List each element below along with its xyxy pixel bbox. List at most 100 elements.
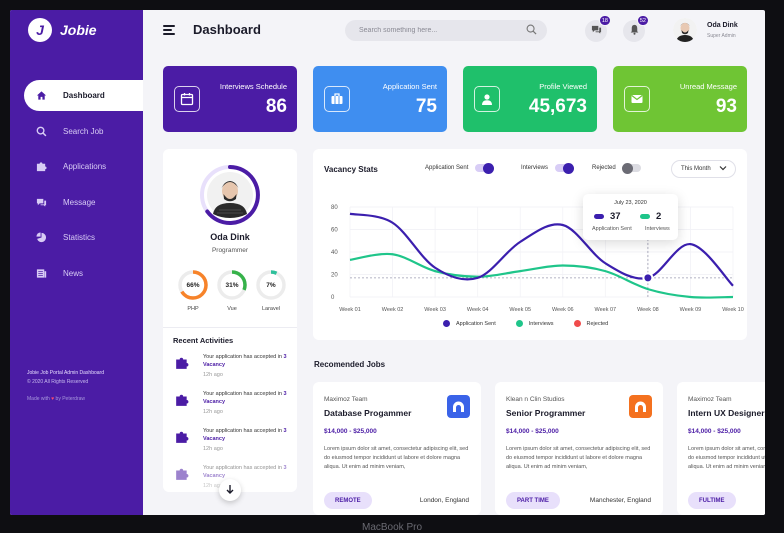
- legend-item[interactable]: Rejected: [573, 320, 608, 327]
- chart-tooltip: July 23, 2020 37 2 Application Sent Inte…: [583, 194, 678, 240]
- puzzle-icon: [176, 468, 189, 480]
- company-logo-icon: [629, 395, 652, 418]
- tooltip-value-b: 2: [640, 211, 661, 222]
- footer-made-with: Made with ♥ by Peterdraw: [27, 396, 86, 402]
- sidebar-item-dashboard[interactable]: Dashboard: [24, 80, 143, 111]
- puzzle-icon: [176, 431, 189, 443]
- avatar: [673, 18, 697, 42]
- job-description: Lorem ipsum dolor sit amet, consectetur …: [688, 446, 765, 470]
- stat-card-unread-message[interactable]: Unread Message 93: [613, 66, 747, 132]
- legend-swatch: [573, 320, 581, 327]
- stat-card-profile-viewed[interactable]: Profile Viewed 45,673: [463, 66, 597, 132]
- job-company: Maximoz Team: [324, 396, 368, 403]
- profile-card: Oda Dink Programmer 66% PHP 31% Vue 7% L…: [163, 149, 297, 492]
- x-tick-label: Week 08: [637, 307, 659, 313]
- scroll-down-button[interactable]: [219, 479, 241, 501]
- toggle-switch[interactable]: [555, 162, 575, 174]
- job-title: Intern UX Designer: [688, 408, 765, 418]
- x-tick-label: Week 04: [467, 307, 489, 313]
- pie-chart-icon: [36, 232, 47, 243]
- x-tick-label: Week 05: [509, 307, 531, 313]
- tooltip-value-a: 37: [594, 211, 621, 222]
- legend-swatch: [594, 214, 604, 219]
- hamburger-menu-icon[interactable]: [163, 25, 175, 35]
- toggle-rejected[interactable]: Rejected: [592, 162, 641, 174]
- notifications-badge: 52: [636, 15, 649, 26]
- stat-label: Unread Message: [679, 82, 737, 91]
- page-title: Dashboard: [193, 22, 261, 37]
- job-type-tag[interactable]: PART TIME: [506, 492, 560, 509]
- range-select[interactable]: This Month: [671, 160, 736, 178]
- x-tick-label: Week 10: [722, 307, 744, 313]
- search-input[interactable]: [359, 27, 526, 34]
- skill-arc: [217, 270, 247, 300]
- x-tick-label: Week 09: [680, 307, 702, 313]
- job-salary: $14,000 - $25,000: [506, 428, 559, 435]
- sidebar-item-label: Search Job: [63, 126, 104, 136]
- toggle-switch[interactable]: [475, 162, 495, 174]
- top-header: Dashboard 18 52 Oda Dink Super Admin: [143, 10, 765, 65]
- legend-swatch: [443, 320, 450, 327]
- mail-icon: [624, 86, 650, 112]
- y-tick-label: 60: [331, 228, 338, 234]
- job-title: Database Progammer: [324, 408, 412, 418]
- chart-legend: Application Sent Interviews Rejected: [443, 320, 608, 327]
- stat-label: Interviews Schedule: [219, 82, 287, 91]
- skill-vue: 31% Vue: [216, 269, 248, 312]
- legend-item[interactable]: Interviews: [515, 320, 554, 327]
- y-tick-label: 0: [331, 295, 335, 301]
- search-icon: [36, 126, 47, 137]
- toggle-interviews[interactable]: Interviews: [521, 162, 575, 174]
- stat-label: Application Sent: [382, 82, 437, 91]
- toggle-application-sent[interactable]: Application Sent: [425, 162, 495, 174]
- user-menu[interactable]: Oda Dink Super Admin: [673, 18, 738, 42]
- search-icon[interactable]: [526, 22, 537, 40]
- activity-time: 12h ago: [203, 446, 223, 452]
- brand-name: Jobie: [60, 22, 97, 38]
- profile-name: Oda Dink: [210, 232, 250, 242]
- skill-rings: 66% PHP 31% Vue 7% Laravel: [177, 269, 287, 312]
- sidebar-item-message[interactable]: Message: [24, 187, 143, 218]
- sidebar-item-applications[interactable]: Applications: [24, 151, 143, 182]
- stat-card-applications[interactable]: Application Sent 75: [313, 66, 447, 132]
- toggle-label: Interviews: [521, 165, 549, 171]
- skill-name: PHP: [187, 306, 199, 312]
- sidebar-item-label: Message: [63, 197, 96, 207]
- skill-arc: [178, 270, 208, 300]
- job-card[interactable]: Maximoz Team Database Progammer $14,000 …: [313, 382, 481, 515]
- y-tick-label: 80: [331, 205, 338, 211]
- legend-item[interactable]: Application Sent: [443, 320, 496, 327]
- sidebar-footer: Jobie Job Portal Admin Dashboard © 2020 …: [27, 369, 104, 404]
- puzzle-icon: [176, 357, 189, 369]
- sidebar-nav: Dashboard Search Job Applications Messag…: [24, 80, 143, 293]
- brand[interactable]: J Jobie: [28, 18, 97, 42]
- legend-swatch: [515, 320, 523, 327]
- notifications-button[interactable]: 52: [623, 15, 649, 42]
- profile-role: Programmer: [211, 247, 249, 254]
- job-type-tag[interactable]: FULTIME: [688, 492, 736, 509]
- tooltip-label-b: Interviews: [645, 226, 670, 232]
- toggle-switch[interactable]: [621, 162, 641, 174]
- job-description: Lorem ipsum dolor sit amet, consectetur …: [506, 446, 651, 470]
- x-tick-label: Week 01: [339, 307, 361, 313]
- x-tick-label: Week 07: [595, 307, 617, 313]
- sidebar-item-label: Applications: [63, 162, 107, 171]
- messages-button[interactable]: 18: [585, 15, 611, 42]
- job-salary: $14,000 - $25,000: [688, 428, 741, 435]
- job-company: Klean n Clin Studios: [506, 396, 565, 403]
- briefcase-icon: [324, 86, 350, 112]
- job-type-tag[interactable]: REMOTE: [324, 492, 372, 509]
- chevron-down-icon: [719, 165, 727, 173]
- stat-value: 45,673: [528, 96, 587, 117]
- activity-time: 12h ago: [203, 483, 223, 489]
- job-location: London, England: [419, 497, 469, 504]
- activity-text: Your application has accepted in 3 Vacan…: [203, 428, 287, 442]
- job-card[interactable]: Klean n Clin Studios Senior Programmer $…: [495, 382, 663, 515]
- sidebar-item-search-job[interactable]: Search Job: [24, 116, 143, 147]
- sidebar-item-news[interactable]: News: [24, 258, 143, 289]
- job-company: Maximoz Team: [688, 396, 732, 403]
- stat-card-interviews[interactable]: Interviews Schedule 86: [163, 66, 297, 132]
- sidebar-item-label: Statistics: [63, 233, 96, 242]
- job-card[interactable]: Maximoz Team Intern UX Designer $14,000 …: [677, 382, 765, 515]
- sidebar-item-statistics[interactable]: Statistics: [24, 222, 143, 253]
